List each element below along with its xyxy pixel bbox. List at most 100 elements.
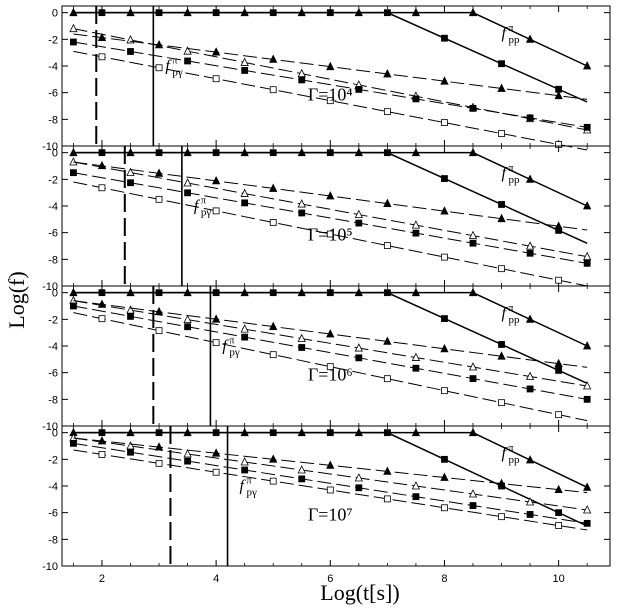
y-tick-label: -2 <box>48 174 58 186</box>
marker-filled-square <box>469 239 477 247</box>
marker-filled-square <box>412 95 420 103</box>
marker-filled-square <box>184 323 191 331</box>
marker-filled-triangle <box>411 287 421 297</box>
marker-filled-square <box>383 149 391 157</box>
marker-filled-square <box>441 175 448 182</box>
marker-filled-square <box>127 48 134 55</box>
y-tick-label: 0 <box>52 288 58 300</box>
y-tick-label: -4 <box>48 61 58 73</box>
marker-open-triangle <box>468 362 478 371</box>
marker-filled-triangle <box>468 427 478 437</box>
marker-open-triangle <box>240 457 249 466</box>
x-tick-label: 2 <box>99 573 105 585</box>
marker-open-triangle <box>183 178 192 187</box>
marker-filled-triangle <box>97 436 107 445</box>
fpp-label-sub: pp <box>509 314 520 326</box>
fpp-label-sup: π <box>509 163 514 174</box>
marker-filled-square <box>241 333 249 341</box>
marker-filled-triangle <box>97 32 107 42</box>
fpp-label-sub: pp <box>509 34 520 46</box>
marker-filled-triangle <box>326 61 335 71</box>
marker-filled-triangle <box>269 454 278 463</box>
marker-filled-triangle <box>383 336 392 345</box>
marker-open-square <box>326 363 334 371</box>
marker-open-triangle <box>240 324 249 333</box>
marker-filled-triangle <box>326 191 335 200</box>
marker-filled-triangle <box>411 427 421 437</box>
marker-filled-triangle <box>554 484 563 494</box>
marker-filled-square <box>583 395 591 403</box>
fpg-label-sub: pγ <box>201 207 212 219</box>
marker-filled-square <box>184 189 191 197</box>
fpp-label-sup: π <box>509 303 514 314</box>
marker-filled-triangle <box>497 478 506 487</box>
marker-open-triangle <box>411 220 421 229</box>
marker-filled-triangle <box>468 7 478 17</box>
marker-filled-square <box>70 38 77 46</box>
fpg-label-sub: pγ <box>172 67 183 79</box>
marker-open-square <box>326 486 334 494</box>
marker-filled-square <box>469 375 477 382</box>
marker-filled-triangle <box>326 460 335 469</box>
marker-open-square <box>555 411 563 419</box>
marker-filled-triangle <box>525 34 535 43</box>
marker-filled-square <box>155 289 163 297</box>
marker-open-square <box>269 351 277 359</box>
fpp-label: f <box>502 445 509 462</box>
fpg-label: f <box>194 198 201 215</box>
dashed-curve <box>73 172 588 264</box>
marker-open-triangle <box>297 465 306 474</box>
marker-filled-square <box>355 354 363 362</box>
marker-filled-square <box>155 9 163 17</box>
marker-filled-square <box>184 457 191 465</box>
marker-filled-triangle <box>440 76 449 85</box>
marker-open-triangle <box>240 188 249 197</box>
marker-filled-square <box>127 179 134 187</box>
marker-filled-triangle <box>97 160 107 170</box>
marker-filled-triangle <box>440 343 449 353</box>
marker-open-triangle <box>468 489 478 498</box>
marker-open-square <box>441 387 448 395</box>
marker-filled-triangle <box>497 83 506 92</box>
marker-filled-triangle <box>583 482 592 491</box>
fpp-label: f <box>502 305 509 322</box>
fpg-label-sup: π <box>229 336 234 347</box>
marker-filled-triangle <box>97 299 107 308</box>
marker-filled-square <box>98 289 106 297</box>
marker-open-square <box>155 459 163 467</box>
marker-open-triangle <box>525 497 535 506</box>
x-tick-label: 6 <box>327 573 333 585</box>
marker-filled-triangle <box>554 90 563 100</box>
marker-filled-square <box>298 209 306 217</box>
marker-filled-square <box>269 289 277 297</box>
marker-filled-square <box>526 385 534 393</box>
marker-filled-square <box>127 312 134 320</box>
marker-filled-triangle <box>269 183 278 192</box>
marker-filled-square <box>441 34 448 42</box>
marker-open-square <box>383 495 391 503</box>
marker-open-square <box>155 195 163 203</box>
fpp-label: f <box>502 165 509 182</box>
gamma-label: Γ=10⁶ <box>308 365 353 385</box>
y-tick-label: -10 <box>42 281 58 293</box>
marker-open-square <box>498 130 505 137</box>
marker-filled-square <box>555 366 563 374</box>
fpp-label-sup: π <box>509 443 514 454</box>
y-tick-label: -4 <box>48 201 58 213</box>
marker-filled-square <box>469 104 477 112</box>
y-tick-label: -10 <box>42 141 58 153</box>
marker-filled-square <box>441 455 448 463</box>
marker-open-square <box>383 242 391 249</box>
marker-open-triangle <box>468 230 478 240</box>
marker-filled-triangle <box>468 287 478 297</box>
marker-filled-triangle <box>468 147 478 157</box>
marker-filled-triangle <box>211 448 221 457</box>
marker-filled-triangle <box>554 221 563 230</box>
marker-open-triangle <box>354 343 363 352</box>
marker-open-square <box>98 184 106 192</box>
marker-filled-square <box>70 439 77 447</box>
y-tick-label: -4 <box>48 341 58 353</box>
